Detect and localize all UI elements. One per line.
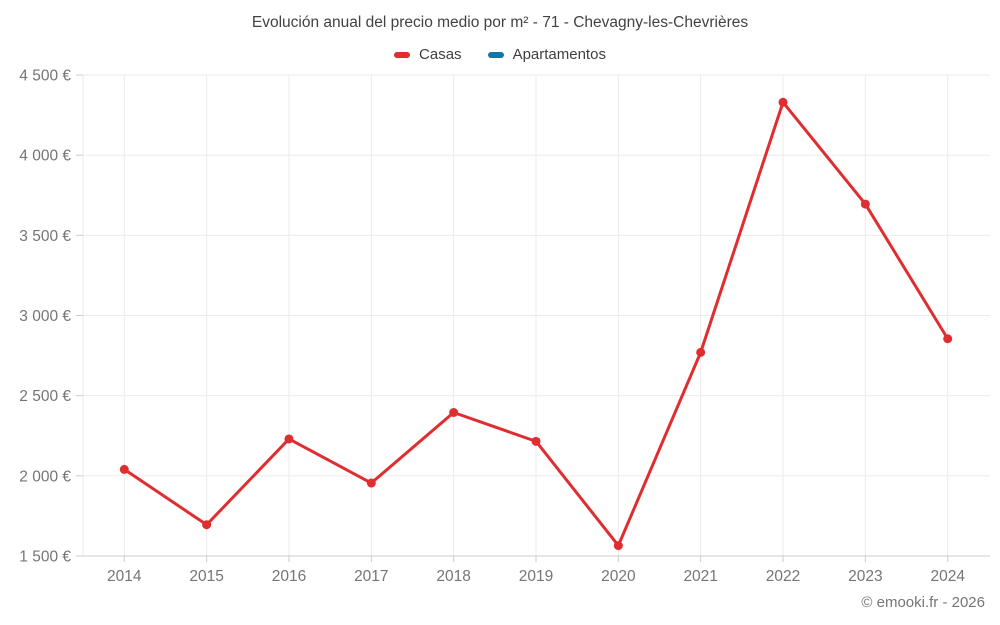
x-axis-tick-label: 2019 (519, 568, 553, 585)
x-axis-tick-label: 2023 (848, 568, 882, 585)
data-point[interactable] (531, 436, 541, 446)
y-axis-tick-label: 1 500 € (19, 549, 71, 566)
data-point[interactable] (366, 478, 376, 488)
data-point[interactable] (613, 541, 623, 551)
data-point[interactable] (778, 97, 788, 107)
apartamentos-series-swatch-icon (487, 51, 504, 58)
x-axis-tick-label: 2018 (436, 568, 470, 585)
chart-title: Evolución anual del precio medio por m² … (251, 14, 749, 31)
x-axis-tick-label: 2015 (189, 568, 223, 585)
legend-label-casas: Casas (419, 46, 462, 63)
x-axis-tick-label: 2021 (683, 568, 717, 585)
credit-link[interactable]: © emooki.fr - 2026 (861, 594, 985, 611)
data-point[interactable] (202, 520, 212, 530)
legend: Casas Apartamentos (0, 46, 1000, 63)
x-axis-tick-label: 2024 (930, 568, 965, 585)
legend-item-apartamentos[interactable]: Apartamentos (487, 46, 606, 63)
data-point[interactable] (449, 408, 459, 418)
data-point[interactable] (860, 199, 870, 209)
y-axis-tick-label: 4 000 € (19, 148, 71, 165)
data-point[interactable] (943, 334, 953, 344)
y-axis-tick-label: 4 500 € (19, 68, 71, 85)
x-axis-tick-label: 2022 (766, 568, 800, 585)
x-axis-tick-label: 2020 (601, 568, 636, 585)
legend-item-casas[interactable]: Casas (394, 46, 462, 63)
data-point[interactable] (696, 347, 706, 357)
y-axis-tick-label: 2 000 € (19, 468, 71, 485)
legend-label-apartamentos: Apartamentos (512, 46, 606, 63)
casas-series-swatch-icon (394, 51, 411, 58)
y-axis-tick-label: 3 500 € (19, 228, 71, 245)
data-point[interactable] (119, 464, 129, 474)
x-axis-tick-label: 2017 (354, 568, 388, 585)
data-point[interactable] (284, 434, 294, 444)
x-axis-tick-label: 2014 (107, 568, 142, 585)
x-axis-tick-label: 2016 (272, 568, 306, 585)
y-axis-tick-label: 3 000 € (19, 308, 71, 325)
y-axis-tick-label: 2 500 € (19, 388, 71, 405)
